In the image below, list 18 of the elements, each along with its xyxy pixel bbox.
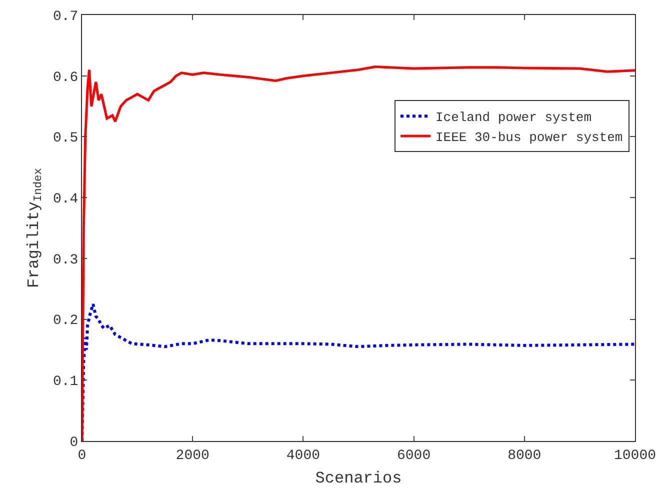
x-axis-title: Scenarios xyxy=(315,470,402,488)
y-tick-label: 0.5 xyxy=(52,130,78,147)
x-tick-label: 6000 xyxy=(396,448,431,464)
y-tick-label: 0.7 xyxy=(52,8,78,25)
x-tick-label: 4000 xyxy=(286,448,320,464)
y-tick-label: 0.3 xyxy=(52,252,78,268)
line-series xyxy=(82,302,635,441)
x-tick-label: 2000 xyxy=(176,448,210,464)
x-tick-label: 10000 xyxy=(614,448,656,464)
y-tick-label: 0.2 xyxy=(52,313,78,330)
y-tick-label: 0.1 xyxy=(52,374,78,390)
y-tick-label: 0.4 xyxy=(52,191,78,208)
x-tick-label: 8000 xyxy=(508,448,542,464)
legend-label: IEEE 30-bus power system xyxy=(435,130,623,146)
legend-label: Iceland power system xyxy=(435,110,592,126)
y-tick-label: 0 xyxy=(70,434,78,451)
y-tick-label: 0.6 xyxy=(52,70,78,86)
line-series xyxy=(82,65,635,441)
